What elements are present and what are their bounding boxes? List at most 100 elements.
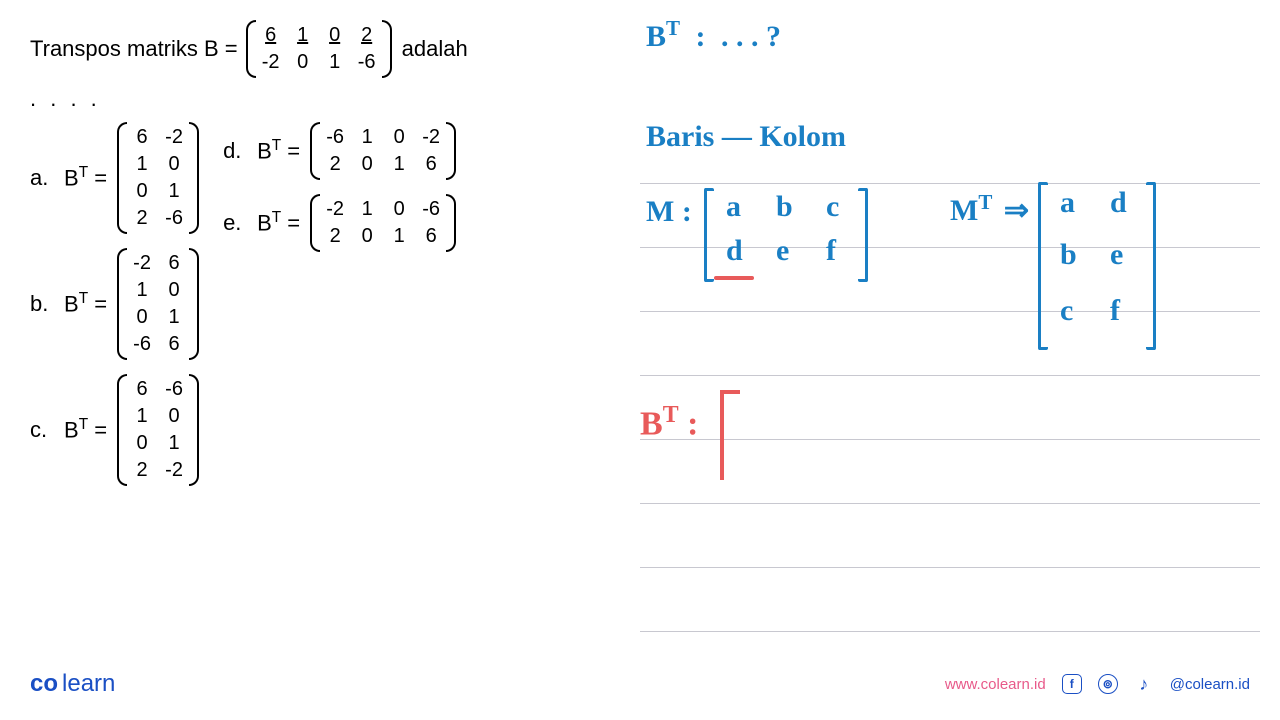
matrix-cell: 0 xyxy=(294,51,312,74)
matrix-cell: 6 xyxy=(165,252,183,275)
mt-e: e xyxy=(1110,238,1123,272)
matrix-cell: 0 xyxy=(326,24,344,47)
m-b: b xyxy=(776,190,793,224)
matrix-cell: 1 xyxy=(358,126,376,149)
option-bt: BT = xyxy=(64,416,107,443)
matrix-cell: 0 xyxy=(133,180,151,203)
mt-d: d xyxy=(1110,186,1127,220)
option-label: d. xyxy=(223,138,247,164)
matrix-cell: 1 xyxy=(133,279,151,302)
matrix-cell: -2 xyxy=(133,252,151,275)
option-c: c.BT =6-610012-2 xyxy=(30,374,199,486)
option-d: d.BT =-610-22016 xyxy=(223,122,456,180)
matrix-cell: 2 xyxy=(133,207,151,230)
matrix-cell: 1 xyxy=(326,51,344,74)
matrix-cell: -6 xyxy=(165,378,183,401)
footer: colearn www.colearn.id f ⊚ ♪ @colearn.id xyxy=(30,670,1250,698)
mt-bracket-right xyxy=(1146,182,1156,350)
note-baris-kolom: Baris — Kolom xyxy=(646,120,846,154)
tiktok-icon: ♪ xyxy=(1134,674,1154,694)
matrix-cell: 2 xyxy=(358,24,376,47)
question-suffix: adalah xyxy=(402,36,468,62)
matrix-cell: 6 xyxy=(133,378,151,401)
option-label: a. xyxy=(30,165,54,191)
logo: colearn xyxy=(30,670,115,698)
mt-c: c xyxy=(1060,294,1073,328)
option-matrix: -610-22016 xyxy=(310,122,456,180)
matrix-cell: 0 xyxy=(358,153,376,176)
m-e: e xyxy=(776,234,789,268)
matrix-cell: 0 xyxy=(390,126,408,149)
m-d: d xyxy=(726,234,743,268)
option-e: e.BT =-210-62016 xyxy=(223,194,456,252)
matrix-cell: 1 xyxy=(390,153,408,176)
matrix-cell: 0 xyxy=(165,405,183,428)
matrix-cell: -6 xyxy=(133,333,151,356)
matrix-cell: -2 xyxy=(422,126,440,149)
footer-right: www.colearn.id f ⊚ ♪ @colearn.id xyxy=(945,674,1250,694)
matrix-cell: 0 xyxy=(133,306,151,329)
matrix-cell: 6 xyxy=(422,225,440,248)
m-a: a xyxy=(726,190,741,224)
note-bt: BT : . . . ? xyxy=(646,16,781,54)
notes-panel: BT : . . . ? Baris — Kolom M : a b c d e… xyxy=(640,10,1260,670)
matrix-cell: 0 xyxy=(390,198,408,221)
instagram-icon: ⊚ xyxy=(1098,674,1118,694)
question-matrix: 6102-201-6 xyxy=(246,20,392,78)
option-bt: BT = xyxy=(64,164,107,191)
options-container: a.BT =6-210012-6b.BT =-261001-66c.BT =6-… xyxy=(30,122,630,486)
matrix-cell: 1 xyxy=(165,432,183,455)
option-matrix: -210-62016 xyxy=(310,194,456,252)
option-bt: BT = xyxy=(257,137,300,164)
note-mt-label: MT ⇒ xyxy=(950,190,1029,228)
matrix-cell: -6 xyxy=(358,51,376,74)
matrix-cell: 0 xyxy=(165,279,183,302)
note-m-label: M : xyxy=(646,195,692,229)
matrix-cell: 1 xyxy=(358,198,376,221)
matrix-cell: 1 xyxy=(390,225,408,248)
matrix-cell: -2 xyxy=(165,459,183,482)
mt-a: a xyxy=(1060,186,1075,220)
matrix-cell: 1 xyxy=(165,306,183,329)
option-bt: BT = xyxy=(64,290,107,317)
option-label: c. xyxy=(30,417,54,443)
question-panel: Transpos matriks B = 6102-201-6 adalah .… xyxy=(0,0,640,720)
mt-b: b xyxy=(1060,238,1077,272)
mt-bracket-left xyxy=(1038,182,1048,350)
red-underline xyxy=(714,276,754,280)
option-matrix: 6-610012-2 xyxy=(117,374,199,486)
matrix-cell: -2 xyxy=(165,126,183,149)
matrix-cell: 2 xyxy=(133,459,151,482)
matrix-cell: 0 xyxy=(358,225,376,248)
matrix-cell: 1 xyxy=(133,153,151,176)
matrix-cell: 0 xyxy=(133,432,151,455)
question-prefix: Transpos matriks B = xyxy=(30,36,238,62)
m-bracket-right xyxy=(858,188,868,282)
matrix-cell: 1 xyxy=(133,405,151,428)
option-label: b. xyxy=(30,291,54,317)
matrix-cell: 6 xyxy=(165,333,183,356)
matrix-cell: -2 xyxy=(262,51,280,74)
option-matrix: -261001-66 xyxy=(117,248,199,360)
note-bt2: BT : xyxy=(640,402,698,443)
matrix-cell: 6 xyxy=(133,126,151,149)
matrix-cell: 0 xyxy=(165,153,183,176)
matrix-cell: -6 xyxy=(165,207,183,230)
option-b: b.BT =-261001-66 xyxy=(30,248,199,360)
facebook-icon: f xyxy=(1062,674,1082,694)
question-dots: . . . . xyxy=(30,86,630,112)
option-a: a.BT =6-210012-6 xyxy=(30,122,199,234)
red-bracket xyxy=(720,390,740,480)
option-matrix: 6-210012-6 xyxy=(117,122,199,234)
matrix-cell: 1 xyxy=(165,180,183,203)
footer-handle: @colearn.id xyxy=(1170,676,1250,693)
matrix-cell: 2 xyxy=(326,153,344,176)
matrix-cell: 6 xyxy=(262,24,280,47)
option-label: e. xyxy=(223,210,247,236)
matrix-cell: -2 xyxy=(326,198,344,221)
matrix-cell: -6 xyxy=(326,126,344,149)
mt-f: f xyxy=(1110,294,1120,328)
matrix-cell: 6 xyxy=(422,153,440,176)
question-line: Transpos matriks B = 6102-201-6 adalah xyxy=(30,20,630,78)
matrix-cell: 2 xyxy=(326,225,344,248)
